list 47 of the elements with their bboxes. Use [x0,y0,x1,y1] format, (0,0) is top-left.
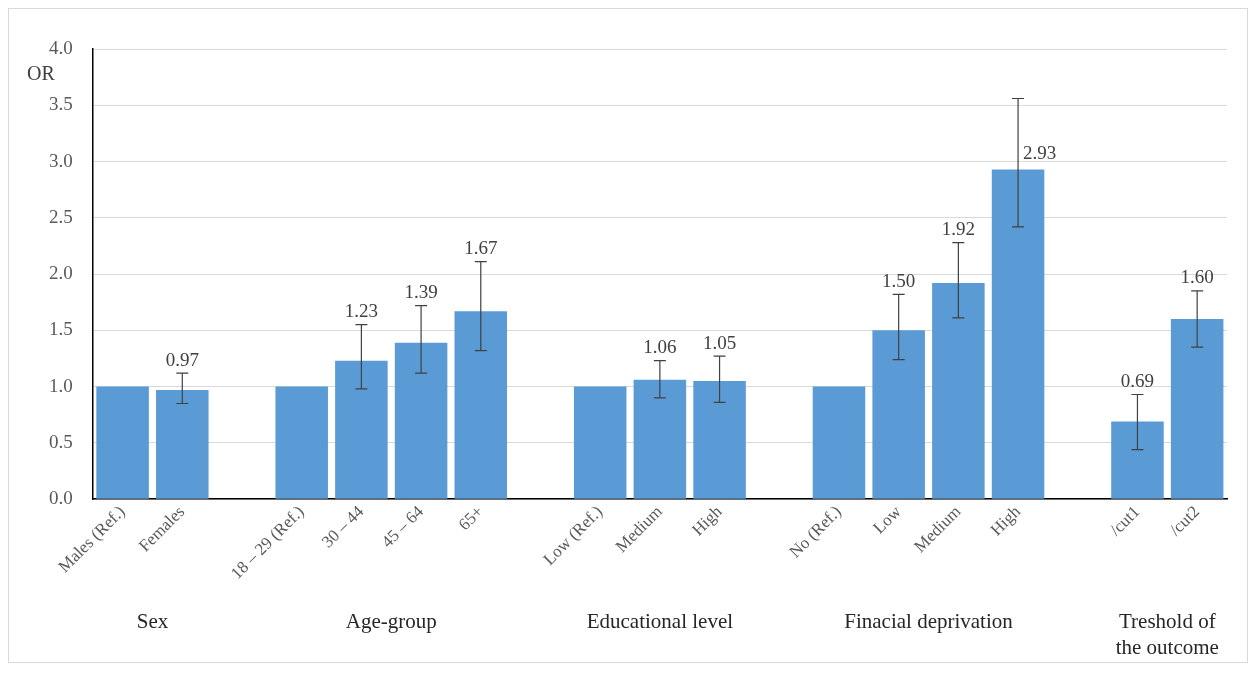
data-label: 1.05 [702,331,737,353]
bar [633,379,687,499]
y-axis-title: OR [27,62,56,85]
data-label: 1.39 [404,281,438,303]
y-tick-label: 0.0 [49,487,73,509]
bar [335,360,388,499]
text: Treshold of the outcome [1115,609,1219,660]
bar [1170,319,1224,499]
text: Sex [136,609,169,634]
x-tick-label: 65+ [454,501,487,535]
y-tick-label: 4.0 [49,36,73,58]
data-label: 1.06 [643,336,677,358]
bar [1111,421,1164,499]
data-label: 0.97 [165,348,199,370]
data-label: 1.67 [464,237,498,259]
x-tick-label: 45 – 64 [377,501,428,552]
bar [812,386,866,499]
y-tick-label: 2.0 [49,262,73,284]
bar [872,330,925,499]
bar [991,169,1045,499]
bar [932,283,985,499]
y-tick-label: 2.5 [49,205,73,227]
x-tick-label: 30 – 44 [317,501,368,552]
bar [693,380,746,499]
data-label: 1.23 [344,300,379,322]
text: Finacial deprivation [844,609,1014,634]
data-label: 1.92 [941,218,975,240]
y-tick-label: 0.5 [49,430,73,452]
bar [573,386,627,499]
bar [156,389,209,499]
x-tick-label: High [986,501,1025,540]
bar [394,342,448,499]
y-tick-label: 3.0 [49,149,73,171]
text: Age-group [345,609,437,634]
bar [96,386,149,499]
data-label: 1.50 [882,269,916,291]
y-tick-label: 1.0 [49,374,73,396]
y-tick-label: 3.5 [49,93,73,115]
y-tick-label: 1.5 [49,318,73,340]
data-label: 0.69 [1120,369,1155,391]
bar [275,386,328,499]
bar [454,311,508,499]
text: Educational level [586,609,734,634]
data-label: 1.60 [1180,266,1214,288]
data-label: 2.93 [1023,141,1057,163]
x-tick-label: High [688,501,726,540]
x-tick-label: Low [869,501,906,538]
